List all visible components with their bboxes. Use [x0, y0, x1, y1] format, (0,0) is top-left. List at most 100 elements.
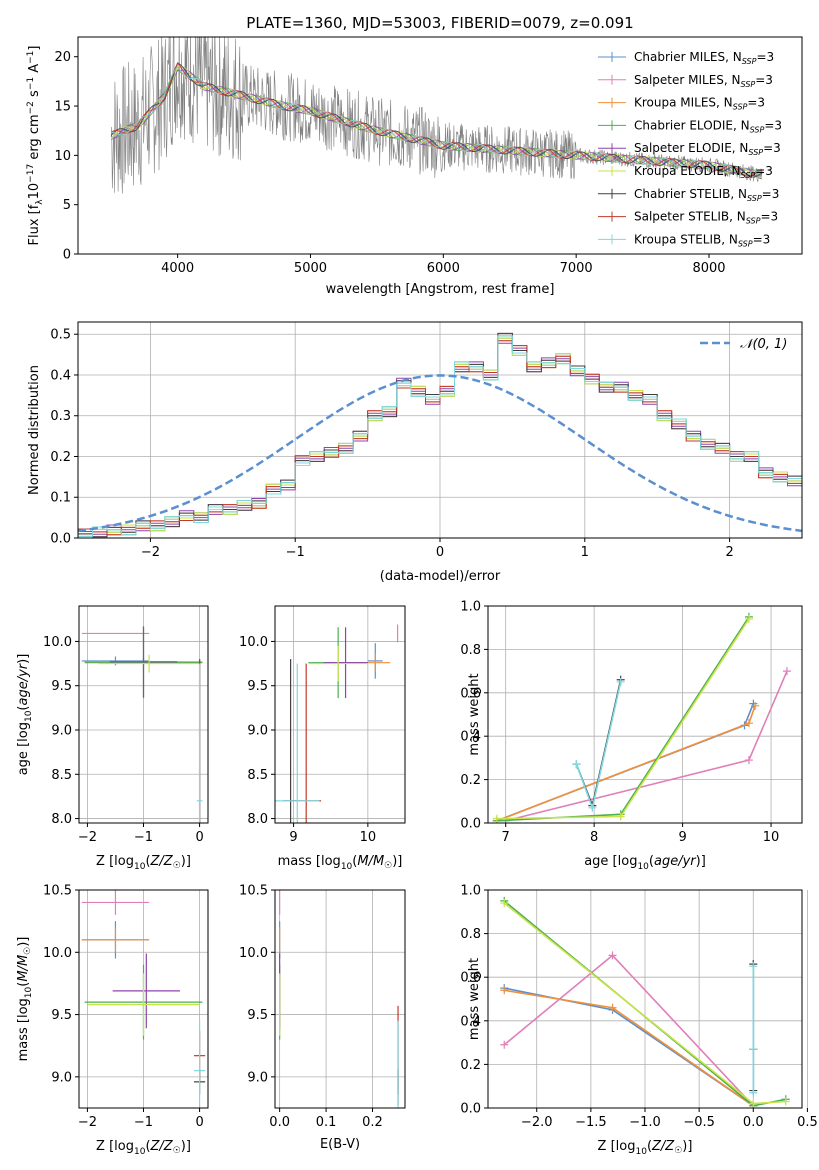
- plot-area: [279, 890, 399, 1108]
- y-tick-label: 20: [54, 50, 71, 65]
- x-axis-label: Z [log10(Z/Z☉)]: [96, 854, 191, 872]
- legend-label: Kroupa STELIB, NSSP=3: [634, 232, 770, 248]
- weight-marker: [744, 719, 753, 728]
- x-tick-label: 10: [763, 830, 780, 845]
- y-tick-label: 0.3: [50, 409, 71, 424]
- plot-area: [81, 890, 206, 1108]
- model-spectrum: [110, 66, 763, 179]
- weight-marker: [749, 1045, 758, 1054]
- weight-line: [504, 989, 754, 1107]
- x-tick-label: −2: [141, 545, 160, 560]
- legend-label: Salpeter ELODIE, NSSP=3: [634, 141, 781, 157]
- x-tick-label: 8: [590, 830, 598, 845]
- y-axis-label: mass weight: [467, 958, 482, 1040]
- y-tick-label: 0.4: [460, 730, 481, 745]
- weight-marker: [500, 1040, 509, 1049]
- y-tick-label: 5: [63, 198, 71, 213]
- y-tick-label: 10.0: [239, 946, 268, 961]
- x-tick-label: −2: [78, 1115, 97, 1130]
- y-tick-label: 0.0: [50, 532, 71, 547]
- weight-marker: [744, 615, 753, 624]
- x-tick-label: 9: [678, 830, 686, 845]
- x-tick-label: 8000: [692, 261, 725, 276]
- legend: Chabrier MILES, NSSP=3 Salpeter MILES, NS…: [598, 50, 782, 248]
- x-tick-label: 0.2: [362, 1115, 383, 1130]
- x-tick-label: 9: [289, 830, 297, 845]
- weight-marker: [749, 1099, 758, 1108]
- panel-weight-vs-age: 7 8 9 10 0.0 0.2 0.4 0.6 0.8 1.0 age [log10(age/yr…: [460, 600, 803, 872]
- y-tick-label: 10.5: [43, 884, 72, 899]
- y-tick-label: 0.1: [50, 491, 71, 506]
- x-tick-label: −1: [134, 1115, 153, 1130]
- x-tick-label: 7000: [560, 261, 593, 276]
- y-axis-label: Normed distribution: [27, 365, 42, 495]
- weight-marker: [572, 760, 581, 769]
- legend-label: Salpeter STELIB, NSSP=3: [634, 210, 778, 226]
- y-tick-label: 9.0: [247, 1070, 268, 1085]
- weight-line: [496, 705, 756, 822]
- weight-marker: [616, 677, 625, 686]
- x-axis-label: wavelength [Angstrom, rest frame]: [326, 282, 555, 297]
- normal-curve: [78, 374, 802, 533]
- y-axis-label: Flux [fλ10−17 erg cm−2 s−1 A−1]: [26, 46, 45, 246]
- y-axis-label: mass [log10(M/M☉)]: [16, 937, 34, 1062]
- panel-age-vs-mass: 9 10 8.0 8.5 9.0 9.5 10.0 mass [log10(M/M☉)]: [239, 605, 406, 872]
- x-tick-label: −1: [286, 545, 305, 560]
- x-tick-label: 6000: [427, 261, 460, 276]
- weight-line: [504, 987, 754, 1107]
- observed-spectrum: [110, 37, 763, 194]
- x-tick-label: −1: [134, 830, 153, 845]
- model-spectrum: [110, 62, 763, 178]
- legend-label: 𝒩(0, 1): [740, 337, 787, 352]
- x-tick-label: −1.0: [629, 1115, 661, 1130]
- axes-frame: [274, 889, 406, 1109]
- y-tick-label: 10.0: [43, 635, 72, 650]
- legend-label: Chabrier ELODIE, NSSP=3: [634, 118, 782, 134]
- y-tick-label: 0.0: [460, 817, 481, 832]
- axes-frame: [487, 605, 803, 824]
- x-tick-label: −2.0: [521, 1115, 553, 1130]
- y-tick-label: 10: [54, 149, 71, 164]
- y-tick-label: 8.0: [247, 812, 268, 827]
- y-tick-label: 0.6: [460, 686, 481, 701]
- x-tick-label: 4000: [161, 261, 194, 276]
- model-spectrum: [111, 69, 763, 180]
- weight-marker: [500, 986, 509, 995]
- y-tick-label: 0: [63, 248, 71, 263]
- weight-line: [503, 954, 754, 1107]
- x-tick-label: 5000: [294, 261, 327, 276]
- y-tick-label: 9.5: [247, 679, 268, 694]
- x-tick-label: 0.5: [797, 1115, 818, 1130]
- plot-area: [492, 612, 791, 823]
- x-tick-label: 0.0: [269, 1115, 290, 1130]
- y-tick-label: 9.0: [247, 724, 268, 739]
- y-tick-label: 9.5: [51, 679, 72, 694]
- y-tick-label: 10.0: [239, 635, 268, 650]
- y-tick-label: 9.5: [247, 1008, 268, 1023]
- weight-marker: [616, 812, 625, 821]
- y-tick-label: 8.5: [51, 768, 72, 783]
- x-tick-label: 0.1: [316, 1115, 337, 1130]
- x-tick-label: −0.5: [683, 1115, 715, 1130]
- plot-area: [500, 896, 790, 1108]
- x-tick-label: −2: [78, 830, 97, 845]
- x-tick-label: 0: [436, 545, 444, 560]
- x-axis-label: mass [log10(M/M☉)]: [278, 854, 403, 872]
- y-tick-label: 0.4: [460, 1014, 481, 1029]
- y-tick-label: 8.5: [247, 768, 268, 783]
- x-tick-label: 7: [502, 830, 510, 845]
- y-axis-label: age [log10(age/yr)]: [16, 654, 34, 776]
- y-tick-label: 0.2: [460, 773, 481, 788]
- weight-line: [505, 670, 788, 822]
- y-tick-label: 10.5: [239, 884, 268, 899]
- y-tick-label: 9.0: [51, 1070, 72, 1085]
- plot-area: [275, 624, 399, 823]
- x-tick-label: 10: [360, 830, 377, 845]
- weight-line: [575, 681, 622, 811]
- panel-age-vs-Z: −2 −1 0 8.0 8.5 9.0 9.5 10.0 Z [log10(Z/Z☉)] age …: [16, 605, 209, 872]
- legend-label: Kroupa MILES, NSSP=3: [634, 96, 765, 112]
- legend-label: Kroupa ELODIE, NSSP=3: [634, 164, 773, 180]
- y-tick-label: 0.5: [50, 328, 71, 343]
- y-tick-label: 9.0: [51, 724, 72, 739]
